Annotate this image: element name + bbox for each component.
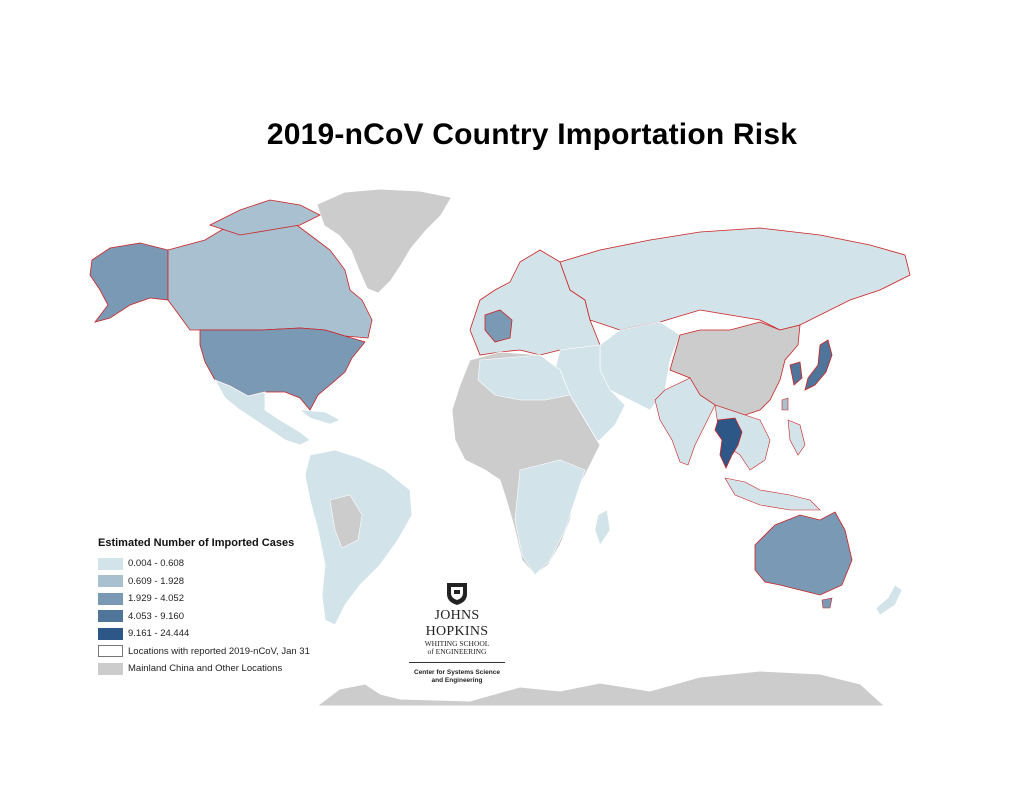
- legend-item: 4.053 - 9.160: [98, 608, 358, 626]
- region-bolivia-paraguay[interactable]: [329, 494, 363, 549]
- center-line-2: and Engineering: [431, 677, 483, 684]
- legend-item: 1.929 - 4.052: [98, 590, 358, 608]
- region-south-korea[interactable]: [789, 361, 803, 386]
- region-alaska[interactable]: [89, 242, 169, 323]
- legend-swatch: [98, 610, 123, 623]
- legend-label: Mainland China and Other Locations: [128, 663, 283, 675]
- region-mexico[interactable]: [214, 379, 311, 446]
- region-new-zealand[interactable]: [875, 584, 903, 616]
- logo-divider: [409, 662, 505, 663]
- legend-label: 0.609 - 1.928: [128, 575, 184, 587]
- legend-label: 0.004 - 0.608: [128, 558, 184, 570]
- legend-label: 1.929 - 4.052: [128, 593, 184, 605]
- legend-swatch: [98, 662, 123, 675]
- legend-swatch: [98, 627, 123, 640]
- region-thailand[interactable]: [714, 417, 743, 469]
- legend-title: Estimated Number of Imported Cases: [98, 537, 295, 549]
- legend-swatch: [98, 592, 123, 605]
- shield-icon: [447, 583, 467, 605]
- region-philippines[interactable]: [787, 419, 806, 456]
- region-antarctica[interactable]: [318, 671, 884, 706]
- legend-item: 9.161 - 24.444: [98, 625, 358, 643]
- region-indonesia[interactable]: [724, 477, 821, 511]
- school-line-1: WHITING SCHOOL: [424, 639, 490, 648]
- region-taiwan[interactable]: [781, 397, 789, 411]
- map-title: 2019-nCoV Country Importation Risk: [266, 118, 798, 151]
- region-arctic-islands[interactable]: [208, 199, 321, 236]
- region-east-south-africa[interactable]: [514, 459, 586, 576]
- legend-item: 0.609 - 1.928: [98, 573, 358, 591]
- legend-label: Locations with reported 2019-nCoV, Jan 3…: [128, 645, 310, 657]
- legend-swatch: [98, 557, 123, 570]
- legend-label: 9.161 - 24.444: [128, 628, 190, 640]
- legend: Estimated Number of Imported Cases 0.004…: [98, 537, 358, 678]
- jhu-logo: JOHNS HOPKINS WHITING SCHOOL of ENGINEER…: [405, 582, 509, 685]
- region-russia[interactable]: [559, 227, 911, 331]
- region-greenland[interactable]: [317, 189, 451, 293]
- center-line-1: Center for Systems Science: [414, 669, 500, 676]
- region-north-africa[interactable]: [477, 354, 571, 401]
- region-tasmania[interactable]: [821, 597, 833, 609]
- region-india[interactable]: [654, 377, 716, 466]
- legend-swatch: [98, 645, 123, 658]
- school-line-2: of ENGINEERING: [427, 647, 487, 656]
- legend-item: 0.004 - 0.608: [98, 555, 358, 573]
- legend-item: Mainland China and Other Locations: [98, 660, 358, 678]
- legend-swatch: [98, 575, 123, 588]
- region-france[interactable]: [484, 309, 513, 343]
- jhu-name: JOHNS HOPKINS: [425, 608, 489, 639]
- region-madagascar[interactable]: [594, 509, 611, 546]
- legend-label: 4.053 - 9.160: [128, 610, 184, 622]
- legend-item: Locations with reported 2019-nCoV, Jan 3…: [98, 643, 358, 661]
- region-japan[interactable]: [804, 339, 833, 391]
- region-australia[interactable]: [754, 511, 853, 596]
- region-caribbean[interactable]: [299, 409, 341, 425]
